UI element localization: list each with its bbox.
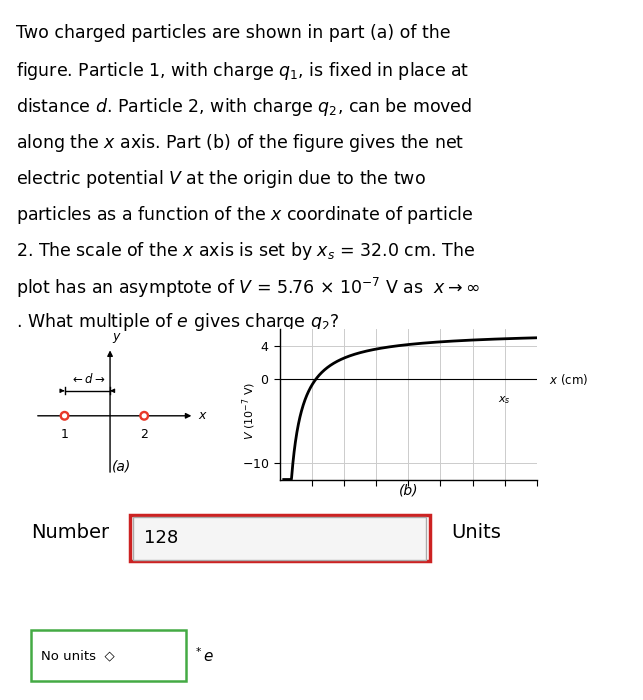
Text: Units: Units (451, 523, 501, 542)
Text: distance $d$. Particle 2, with charge $q_2$, can be moved: distance $d$. Particle 2, with charge $q… (16, 96, 472, 118)
Text: $x_s$: $x_s$ (498, 394, 511, 406)
Text: electric potential $V$ at the origin due to the two: electric potential $V$ at the origin due… (16, 168, 426, 190)
Text: Number: Number (32, 523, 109, 542)
FancyBboxPatch shape (130, 515, 430, 561)
Text: Two charged particles are shown in part (a) of the: Two charged particles are shown in part … (16, 25, 451, 42)
Circle shape (141, 413, 147, 419)
Text: $y$: $y$ (113, 331, 122, 345)
Text: 2: 2 (140, 428, 148, 440)
Text: $V$ (10$^{-7}$ V): $V$ (10$^{-7}$ V) (240, 382, 258, 440)
Text: (a): (a) (112, 460, 131, 474)
Text: 2. The scale of the $x$ axis is set by $x_s$ = 32.0 cm. The: 2. The scale of the $x$ axis is set by $… (16, 239, 475, 262)
Text: $x$ (cm): $x$ (cm) (549, 372, 588, 386)
FancyBboxPatch shape (133, 517, 426, 560)
Text: . What multiple of $e$ gives charge $q_2$?: . What multiple of $e$ gives charge $q_2… (16, 312, 340, 333)
Text: 1: 1 (60, 428, 69, 440)
Text: particles as a function of the $x$ coordinate of particle: particles as a function of the $x$ coord… (16, 204, 474, 225)
Text: 128: 128 (144, 529, 179, 547)
Text: $\mathit{^*e}$: $\mathit{^*e}$ (193, 646, 214, 665)
Circle shape (60, 411, 69, 421)
Text: $x$: $x$ (197, 410, 208, 422)
FancyBboxPatch shape (32, 630, 186, 681)
Text: plot has an asymptote of $V$ = 5.76 $\times$ 10$^{-7}$ V as  $x \rightarrow \inf: plot has an asymptote of $V$ = 5.76 $\ti… (16, 276, 480, 300)
Text: $\leftarrow d \rightarrow$: $\leftarrow d \rightarrow$ (69, 372, 105, 386)
Text: along the $x$ axis. Part (b) of the figure gives the net: along the $x$ axis. Part (b) of the figu… (16, 132, 464, 154)
Text: figure. Particle 1, with charge $q_1$, is fixed in place at: figure. Particle 1, with charge $q_1$, i… (16, 60, 469, 82)
Text: No units  ◇: No units ◇ (41, 650, 114, 662)
Circle shape (139, 411, 149, 421)
Circle shape (62, 413, 67, 419)
Text: (b): (b) (399, 483, 418, 497)
